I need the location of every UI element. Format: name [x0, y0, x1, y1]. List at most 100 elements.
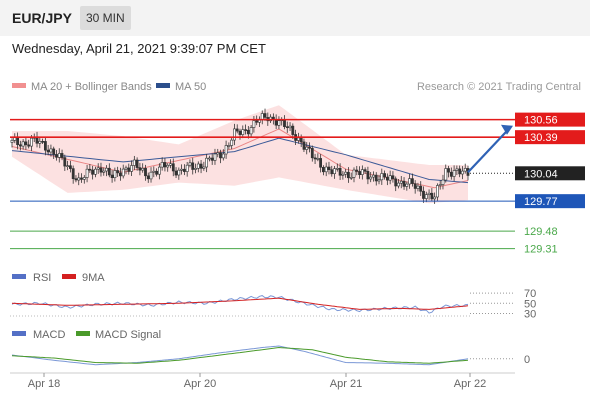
- candle: [416, 185, 420, 189]
- candle: [435, 185, 439, 198]
- macd-tick-label: 0: [524, 354, 530, 366]
- ma50-line: [11, 137, 469, 184]
- candle: [141, 168, 145, 171]
- candle: [377, 179, 381, 182]
- legend-swatch: [12, 83, 26, 88]
- candle: [191, 162, 195, 170]
- candle: [410, 178, 414, 184]
- candle: [246, 129, 250, 135]
- level-label: 129.77: [524, 196, 558, 208]
- candle: [388, 175, 392, 181]
- level-label-box: [515, 194, 585, 209]
- candle: [160, 162, 164, 168]
- candle: [99, 167, 103, 173]
- candle: [171, 163, 175, 172]
- candle: [241, 129, 245, 135]
- candle: [49, 148, 53, 153]
- candle: [296, 137, 300, 141]
- candle: [71, 168, 75, 180]
- candle: [380, 173, 384, 181]
- legend-label: MACD Signal: [95, 329, 161, 341]
- candle: [430, 192, 434, 200]
- symbol-label: EUR/JPY: [12, 10, 72, 26]
- candle: [144, 168, 147, 177]
- forecast-arrowhead: [501, 124, 513, 135]
- candle: [263, 113, 267, 118]
- candle: [216, 152, 220, 155]
- candle: [177, 169, 181, 176]
- candle: [105, 167, 108, 172]
- candle: [18, 144, 22, 147]
- candle: [41, 141, 45, 143]
- candle: [310, 148, 314, 159]
- candle: [363, 169, 367, 172]
- candle: [402, 180, 406, 187]
- candle: [146, 175, 150, 180]
- x-tick-label: Apr 22: [454, 378, 486, 390]
- level-label: 130.56: [524, 115, 558, 127]
- candle: [185, 164, 189, 172]
- candle: [24, 141, 28, 146]
- legend-swatch: [12, 274, 26, 279]
- candle: [57, 153, 61, 158]
- candle: [10, 140, 14, 143]
- candle: [338, 168, 342, 176]
- legend-swatch: [156, 83, 170, 88]
- candle: [449, 171, 453, 177]
- candle: [230, 139, 234, 146]
- candle: [135, 159, 139, 168]
- macd-series-line: [11, 345, 469, 366]
- level-label: 129.48: [524, 226, 558, 238]
- rsi-series-line: [11, 297, 469, 310]
- candle: [235, 128, 239, 132]
- candle: [219, 152, 222, 159]
- candle: [202, 166, 206, 169]
- rsi-tick-label: 30: [524, 308, 536, 320]
- candle: [66, 165, 70, 167]
- candle: [374, 174, 378, 182]
- legend-label: MA 50: [175, 81, 206, 93]
- candle: [383, 173, 387, 178]
- candle: [352, 169, 356, 178]
- candle: [180, 168, 184, 171]
- candle: [366, 171, 370, 180]
- candle: [110, 174, 114, 179]
- candle: [196, 163, 200, 169]
- candle: [38, 141, 42, 144]
- candle: [452, 170, 456, 177]
- candle: [327, 166, 331, 171]
- candle: [113, 170, 117, 178]
- rsi-series-line: [11, 295, 469, 314]
- candle: [346, 171, 350, 179]
- forecast-arrow: [467, 128, 510, 174]
- candle: [330, 169, 334, 175]
- candle: [324, 166, 328, 173]
- candle: [124, 167, 128, 170]
- candle: [463, 168, 467, 172]
- copyright-label: Research © 2021 Trading Central: [417, 81, 581, 93]
- candle: [433, 196, 437, 200]
- candle: [372, 174, 375, 178]
- candle: [27, 144, 31, 147]
- candle: [96, 167, 100, 170]
- candle: [399, 180, 403, 184]
- rsi-tick-label: 50: [524, 298, 536, 310]
- candle: [213, 153, 217, 161]
- candle: [427, 192, 431, 195]
- timeframe-button[interactable]: 30 MIN: [80, 6, 131, 30]
- candle: [447, 168, 450, 173]
- candle: [355, 169, 359, 172]
- legend-label: 9MA: [82, 272, 105, 284]
- candle: [302, 141, 306, 150]
- x-tick-label: Apr 21: [330, 378, 362, 390]
- candle: [80, 177, 83, 180]
- candle: [107, 167, 111, 176]
- candle: [358, 171, 362, 175]
- candle: [16, 137, 20, 146]
- legend-swatch: [62, 274, 76, 279]
- level-label: 130.39: [524, 132, 558, 144]
- candle: [299, 137, 303, 143]
- candle: [194, 168, 197, 170]
- candle: [244, 129, 248, 131]
